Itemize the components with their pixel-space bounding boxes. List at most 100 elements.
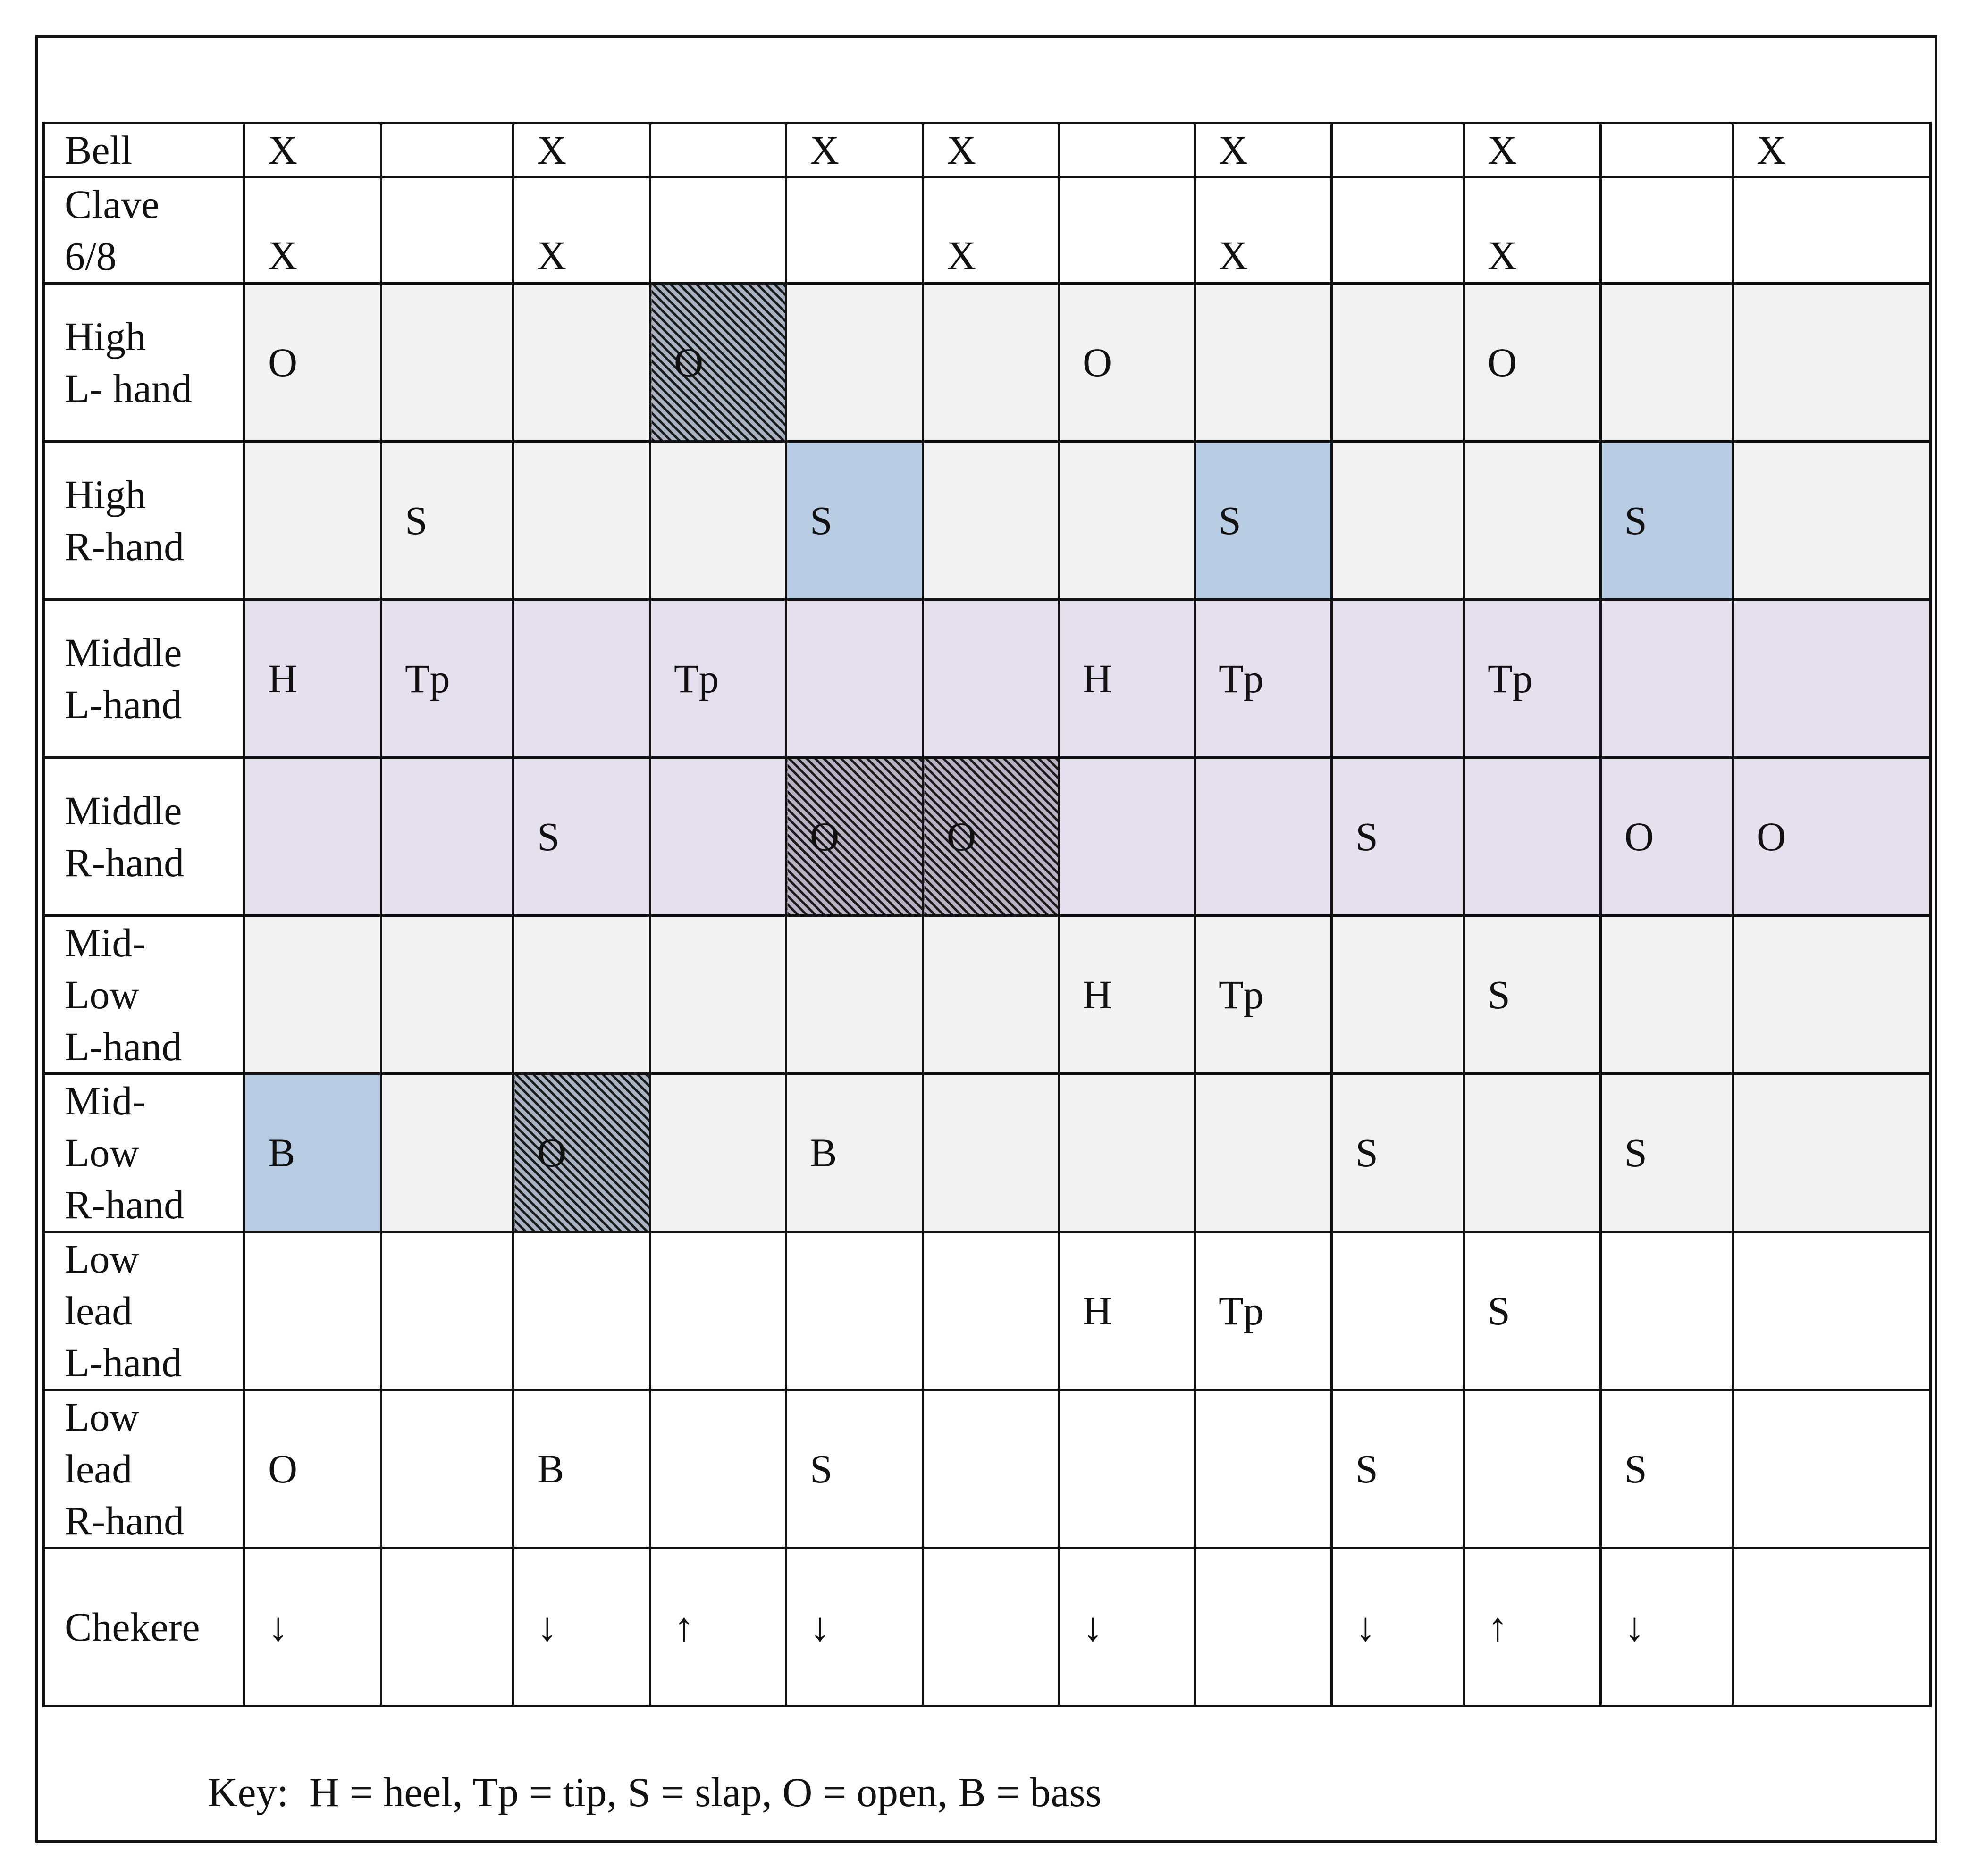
grid-cell [380, 1547, 514, 1707]
grid-cell [1732, 1072, 1932, 1233]
row-label: Middle L-hand [42, 598, 245, 759]
row-label: Low lead R-hand [42, 1389, 245, 1549]
grid-row: Mid- Low L-hand H Tp S [42, 914, 1932, 1075]
grid-cell [649, 1072, 787, 1233]
grid-row: Low lead R-hand O B S S S [42, 1389, 1932, 1549]
grid-cell [512, 598, 651, 759]
grid-cell: ↓ [1599, 1547, 1734, 1707]
row-label: Clave 6/8 [42, 176, 245, 285]
grid-cell [1463, 756, 1602, 917]
grid-cell [1599, 914, 1734, 1075]
grid-cell [1330, 598, 1465, 759]
grid-cell: X [1463, 122, 1602, 178]
row-label: High R-hand [42, 440, 245, 601]
grid-cell: O [1058, 282, 1196, 443]
grid-cell: H [1058, 1231, 1196, 1391]
grid-cell [649, 914, 787, 1075]
grid-cell: Tp [380, 598, 514, 759]
grid-cell: Tp [1194, 914, 1333, 1075]
grid-cell: S [785, 1389, 924, 1549]
grid-cell [1330, 1231, 1465, 1391]
row-label: Mid- Low L-hand [42, 914, 245, 1075]
grid-cell [922, 914, 1060, 1075]
grid-row: High R-hand S S S S [42, 440, 1932, 601]
grid-cell: ↓ [785, 1547, 924, 1707]
grid-cell: Tp [1194, 1231, 1333, 1391]
grid-cell: S [1599, 1389, 1734, 1549]
grid-row: Bell X X X X X X X [42, 122, 1932, 178]
grid-cell: Tp [1194, 598, 1333, 759]
grid-cell [1732, 1547, 1932, 1707]
grid-row: Middle R-hand S O O S O O [42, 756, 1932, 917]
grid-cell [1058, 1389, 1196, 1549]
grid-cell: ↑ [649, 1547, 787, 1707]
grid-cell [922, 1389, 1060, 1549]
grid-row: Middle L-hand H Tp Tp H Tp Tp [42, 598, 1932, 759]
grid-cell [1194, 1072, 1333, 1233]
grid-cell [512, 914, 651, 1075]
grid-cell [1732, 1389, 1932, 1549]
grid-cell: S [512, 756, 651, 917]
grid-cell: S [1194, 440, 1333, 601]
grid-row: Chekere ↓ ↓ ↑ ↓ ↓ ↓ ↑ ↓ [42, 1547, 1932, 1707]
grid-cell: B [785, 1072, 924, 1233]
grid-cell: X [512, 122, 651, 178]
row-label: Chekere [42, 1547, 245, 1707]
grid-cell: X [1732, 122, 1932, 178]
grid-cell [1194, 1547, 1333, 1707]
grid-cell [1732, 282, 1932, 443]
grid-cell: X [243, 176, 382, 285]
grid-cell [1463, 440, 1602, 601]
grid-cell [785, 1231, 924, 1391]
grid-cell [785, 282, 924, 443]
grid-cell: B [243, 1072, 382, 1233]
grid-cell [1732, 598, 1932, 759]
grid-row: Mid- Low R-hand B O B S S [42, 1072, 1932, 1233]
grid-cell: X [1463, 176, 1602, 285]
grid-cell [785, 598, 924, 759]
grid-cell [1732, 1231, 1932, 1391]
grid-cell [1463, 1072, 1602, 1233]
page-frame [35, 35, 1937, 1842]
grid-cell [380, 282, 514, 443]
grid-cell: ↑ [1463, 1547, 1602, 1707]
row-label: Bell [42, 122, 245, 178]
grid-cell: S [1330, 1389, 1465, 1549]
grid-cell [649, 1231, 787, 1391]
grid-cell: Tp [1463, 598, 1602, 759]
grid-cell [380, 914, 514, 1075]
grid-cell [512, 1231, 651, 1391]
grid-cell [1194, 756, 1333, 917]
legend-key: Key: H = heel, Tp = tip, S = slap, O = o… [208, 1770, 1102, 1816]
grid-cell [785, 176, 924, 285]
row-label: High L- hand [42, 282, 245, 443]
grid-cell [243, 440, 382, 601]
grid-cell [380, 1231, 514, 1391]
grid-cell [1058, 176, 1196, 285]
grid-cell [922, 1231, 1060, 1391]
grid-cell [1058, 440, 1196, 601]
grid-cell: H [1058, 914, 1196, 1075]
grid-cell [512, 282, 651, 443]
grid-row: Clave 6/8 X X X X X [42, 176, 1932, 285]
grid-cell [380, 1072, 514, 1233]
grid-cell [243, 914, 382, 1075]
grid-cell: X [922, 122, 1060, 178]
grid-cell [1330, 176, 1465, 285]
grid-cell [1330, 914, 1465, 1075]
grid-cell [243, 1231, 382, 1391]
grid-cell [1599, 176, 1734, 285]
grid-cell [1599, 598, 1734, 759]
grid-cell: S [1330, 1072, 1465, 1233]
grid-cell [1599, 122, 1734, 178]
grid-cell [1599, 1231, 1734, 1391]
grid-cell [922, 282, 1060, 443]
grid-cell [922, 1072, 1060, 1233]
grid-cell: X [512, 176, 651, 285]
grid-cell: S [380, 440, 514, 601]
grid-cell [1330, 440, 1465, 601]
grid-cell [1194, 282, 1333, 443]
grid-cell: H [243, 598, 382, 759]
grid-cell [1330, 282, 1465, 443]
grid-row: High L- hand O O O O [42, 282, 1932, 443]
